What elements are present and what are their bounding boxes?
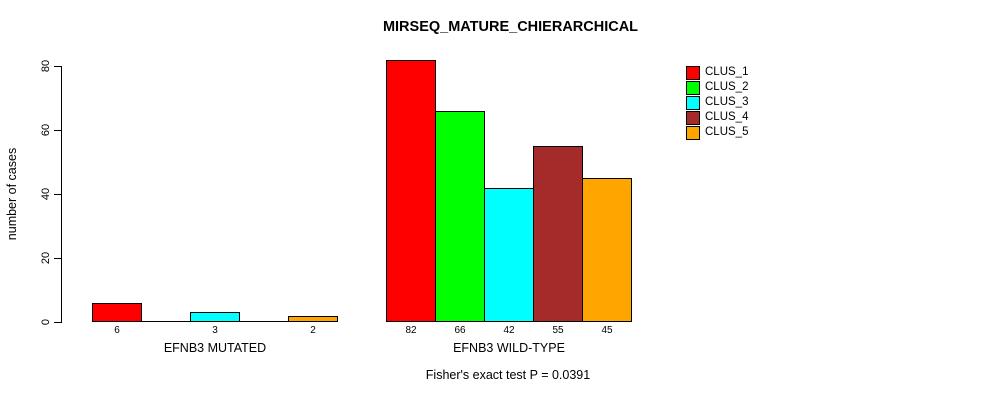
bar-CLUS_5 bbox=[582, 178, 632, 322]
legend-item: CLUS_2 bbox=[686, 80, 806, 95]
y-axis-line bbox=[61, 66, 62, 323]
y-axis-tick-label-text: 20 bbox=[40, 251, 52, 265]
legend-item: CLUS_3 bbox=[686, 95, 806, 110]
bar-value-label: 6 bbox=[114, 325, 120, 336]
y-axis-label-text: number of cases bbox=[5, 147, 19, 241]
bar-CLUS_5 bbox=[288, 316, 338, 322]
legend-color-swatch bbox=[686, 110, 700, 125]
y-axis-tick bbox=[54, 322, 61, 323]
legend-item-label: CLUS_5 bbox=[705, 126, 749, 138]
bar-CLUS_1 bbox=[386, 60, 436, 322]
chart-title: MIRSEQ_MATURE_CHIERARCHICAL bbox=[382, 19, 639, 35]
legend-item-label: CLUS_4 bbox=[705, 111, 749, 123]
y-axis-tick-label-text: 40 bbox=[40, 187, 52, 201]
bar-value-label: 42 bbox=[503, 325, 515, 336]
y-axis-tick-label-text: 0 bbox=[40, 318, 52, 326]
legend-item-label: CLUS_1 bbox=[705, 66, 749, 78]
legend-color-swatch bbox=[686, 65, 700, 80]
bar-value-label: 82 bbox=[405, 325, 417, 336]
bar-value-label: 55 bbox=[552, 325, 564, 336]
y-axis-tick-label-text: 80 bbox=[40, 59, 52, 73]
bar-value-label: 3 bbox=[212, 325, 218, 336]
legend-color-swatch bbox=[686, 95, 700, 110]
y-axis-tick bbox=[54, 130, 61, 131]
legend-item-label: CLUS_2 bbox=[705, 81, 749, 93]
legend-color-swatch bbox=[686, 80, 700, 95]
x-axis-group-label: EFNB3 WILD-TYPE bbox=[453, 341, 565, 355]
legend-item-label: CLUS_3 bbox=[705, 96, 749, 108]
bar-CLUS_2 bbox=[435, 111, 485, 322]
bar-value-label: 45 bbox=[601, 325, 613, 336]
legend: CLUS_1 CLUS_2 CLUS_3 CLUS_4 CLUS_5 bbox=[686, 65, 806, 140]
bar-value-label: 66 bbox=[454, 325, 466, 336]
legend-color-swatch bbox=[686, 125, 700, 140]
bar-value-label: 2 bbox=[310, 325, 316, 336]
y-axis-tick-label-text: 60 bbox=[40, 123, 52, 137]
fisher-test-annotation: Fisher's exact test P = 0.0391 bbox=[425, 368, 591, 382]
x-axis-group-label: EFNB3 MUTATED bbox=[163, 341, 267, 355]
bar-CLUS_3 bbox=[190, 312, 240, 322]
legend-item: CLUS_1 bbox=[686, 65, 806, 80]
bar-CLUS_1 bbox=[92, 303, 142, 322]
bar-CLUS_4 bbox=[533, 146, 583, 322]
y-axis-tick bbox=[54, 194, 61, 195]
legend-item: CLUS_4 bbox=[686, 110, 806, 125]
legend-item: CLUS_5 bbox=[686, 125, 806, 140]
bar-CLUS_3 bbox=[484, 188, 534, 322]
y-axis-tick bbox=[54, 258, 61, 259]
y-axis-tick bbox=[54, 66, 61, 67]
